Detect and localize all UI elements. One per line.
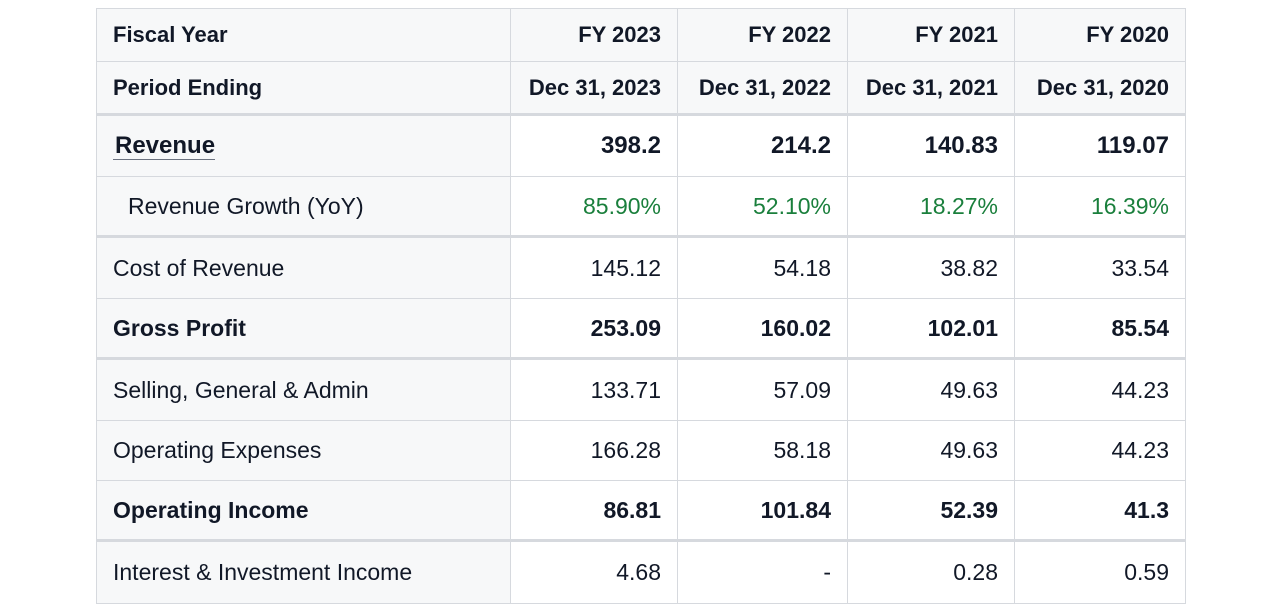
value-cell: 38.82	[847, 235, 1015, 299]
value-cell: 0.59	[1014, 539, 1186, 604]
growth-value-cell: 16.39%	[1014, 176, 1186, 237]
value-cell: 44.23	[1014, 420, 1186, 481]
value-cell: -	[677, 539, 848, 604]
income-statement-table: Fiscal Year FY 2023 FY 2022 FY 2021 FY 2…	[96, 8, 1186, 604]
value-cell: 102.01	[847, 298, 1015, 359]
value-cell: 41.3	[1014, 480, 1186, 541]
value-cell: 398.2	[510, 113, 678, 177]
value-cell: 4.68	[510, 539, 678, 604]
value-cell: 49.63	[847, 420, 1015, 481]
row-label: Operating Income	[96, 480, 511, 541]
row-label: Interest & Investment Income	[96, 539, 511, 604]
value-cell: 57.09	[677, 357, 848, 421]
value-cell: 160.02	[677, 298, 848, 359]
value-cell: 85.54	[1014, 298, 1186, 359]
table-row-revenue-growth: Revenue Growth (YoY) 85.90% 52.10% 18.27…	[96, 176, 1186, 237]
value-cell: 86.81	[510, 480, 678, 541]
income-statement-table-container: Fiscal Year FY 2023 FY 2022 FY 2021 FY 2…	[96, 8, 1186, 604]
row-label: Revenue Growth (YoY)	[96, 176, 511, 237]
fiscal-year-header[interactable]: FY 2022	[677, 8, 848, 62]
fiscal-year-header[interactable]: FY 2021	[847, 8, 1015, 62]
row-label: Cost of Revenue	[96, 235, 511, 299]
fiscal-year-header[interactable]: FY 2023	[510, 8, 678, 62]
period-ending-header: Dec 31, 2022	[677, 61, 848, 115]
growth-value-cell: 85.90%	[510, 176, 678, 237]
value-cell: 214.2	[677, 113, 848, 177]
value-cell: 44.23	[1014, 357, 1186, 421]
fiscal-year-header-row: Fiscal Year FY 2023 FY 2022 FY 2021 FY 2…	[96, 8, 1186, 62]
value-cell: 58.18	[677, 420, 848, 481]
table-row-cost-of-revenue: Cost of Revenue 145.12 54.18 38.82 33.54	[96, 235, 1186, 299]
value-cell: 54.18	[677, 235, 848, 299]
row-label: Gross Profit	[96, 298, 511, 359]
value-cell: 0.28	[847, 539, 1015, 604]
value-cell: 52.39	[847, 480, 1015, 541]
growth-value-cell: 52.10%	[677, 176, 848, 237]
period-ending-header: Dec 31, 2021	[847, 61, 1015, 115]
row-label-cell: Revenue	[96, 113, 511, 177]
value-cell: 119.07	[1014, 113, 1186, 177]
fiscal-year-header[interactable]: FY 2020	[1014, 8, 1186, 62]
value-cell: 253.09	[510, 298, 678, 359]
table-row-operating-income: Operating Income 86.81 101.84 52.39 41.3	[96, 480, 1186, 541]
value-cell: 140.83	[847, 113, 1015, 177]
value-cell: 33.54	[1014, 235, 1186, 299]
period-ending-header: Dec 31, 2020	[1014, 61, 1186, 115]
value-cell: 133.71	[510, 357, 678, 421]
table-row-interest-investment-income: Interest & Investment Income 4.68 - 0.28…	[96, 539, 1186, 604]
growth-value-cell: 18.27%	[847, 176, 1015, 237]
table-row-revenue: Revenue 398.2 214.2 140.83 119.07	[96, 113, 1186, 177]
fiscal-year-header-label: Fiscal Year	[96, 8, 511, 62]
row-label: Selling, General & Admin	[96, 357, 511, 421]
value-cell: 49.63	[847, 357, 1015, 421]
row-label: Operating Expenses	[96, 420, 511, 481]
value-cell: 166.28	[510, 420, 678, 481]
period-ending-header: Dec 31, 2023	[510, 61, 678, 115]
table-row-operating-expenses: Operating Expenses 166.28 58.18 49.63 44…	[96, 420, 1186, 481]
table-row-gross-profit: Gross Profit 253.09 160.02 102.01 85.54	[96, 298, 1186, 359]
value-cell: 101.84	[677, 480, 848, 541]
value-cell: 145.12	[510, 235, 678, 299]
revenue-link[interactable]: Revenue	[113, 132, 216, 160]
period-ending-header-label: Period Ending	[96, 61, 511, 115]
table-row-sga: Selling, General & Admin 133.71 57.09 49…	[96, 357, 1186, 421]
period-ending-header-row: Period Ending Dec 31, 2023 Dec 31, 2022 …	[96, 61, 1186, 115]
